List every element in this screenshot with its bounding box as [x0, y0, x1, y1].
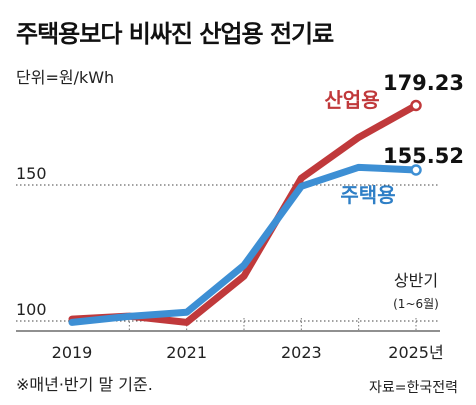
industrial-end-value: 179.23 — [383, 71, 464, 95]
series-endpoint-marker — [410, 164, 422, 176]
y-tick-label: 100 — [16, 300, 47, 319]
period-label: 상반기 — [394, 271, 438, 290]
series-line-residential — [68, 163, 420, 326]
residential-series-label: 주택용 — [340, 183, 395, 207]
residential-end-value: 155.52 — [383, 144, 464, 168]
series-endpoint-marker — [410, 99, 422, 112]
y-tick-label: 150 — [16, 164, 47, 183]
footnote: ※매년·반기 말 기준. — [16, 375, 153, 394]
x-tick-label: 2025년 — [388, 343, 443, 362]
x-tick-label: 2021 — [166, 343, 207, 362]
x-tick-label: 2019 — [52, 343, 93, 362]
x-tick-label: 2023 — [281, 343, 322, 362]
series-line-industrial — [68, 101, 420, 326]
industrial-series-label: 산업용 — [324, 88, 379, 112]
period-range-label: (1~6월) — [393, 297, 439, 311]
chart-title: 주택용보다 비싸진 산업용 전기료 — [16, 20, 334, 48]
unit-label: 단위=원/kWh — [16, 68, 115, 87]
source-label: 자료=한국전력 — [368, 380, 458, 396]
